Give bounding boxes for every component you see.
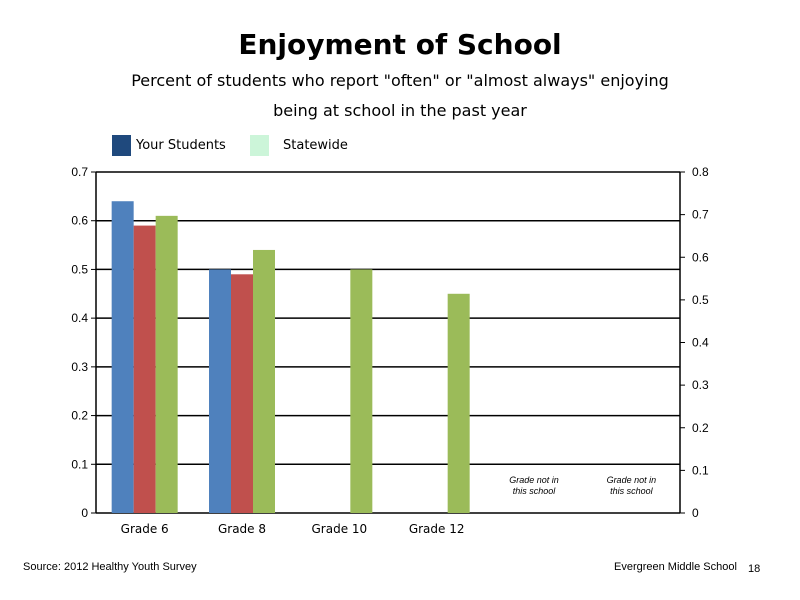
bar-grade-8-series-2 — [253, 249, 275, 513]
y-tick-label: 0.4 — [71, 311, 88, 325]
page-number: 18 — [748, 563, 761, 575]
chart-title: Enjoyment of School — [238, 28, 562, 61]
source-note: Source: 2012 Healthy Youth Survey — [23, 561, 197, 573]
y-tick-label: 0.3 — [71, 360, 88, 374]
bar-grade-6-series-1 — [133, 225, 156, 514]
school-name: Evergreen Middle School — [614, 561, 737, 573]
bar-grade-12-series-2 — [447, 293, 470, 513]
x-category-label: Grade 12 — [409, 522, 465, 536]
y-tick-label: 0.2 — [71, 409, 88, 423]
y2-tick-label: 0.3 — [692, 378, 709, 392]
legend-label-statewide: Statewide — [283, 138, 348, 153]
y-tick-label: 0.1 — [71, 457, 88, 471]
legend-swatch-your-students — [112, 135, 131, 156]
subtitle-line-2: being at school in the past year — [273, 101, 527, 120]
y-tick-label: 0.7 — [71, 165, 88, 179]
bar-grade-6-series-2 — [155, 215, 178, 514]
y2-tick-label: 0.1 — [692, 463, 709, 477]
x-category-label: Grade 6 — [121, 522, 169, 536]
x-category-label: Grade 10 — [311, 522, 367, 536]
annotation-line-1: Grade not in — [607, 475, 657, 485]
annotation-line-2: this school — [610, 486, 654, 496]
x-category-label: Grade 8 — [218, 522, 266, 536]
y2-tick-label: 0.8 — [692, 165, 709, 179]
y2-tick-label: 0.6 — [692, 250, 709, 264]
y2-tick-label: 0.5 — [692, 293, 709, 307]
bar-grade-10-series-2 — [350, 269, 373, 513]
y-tick-label: 0 — [81, 506, 88, 520]
legend-label-your-students: Your Students — [136, 138, 226, 153]
bar-grade-8-series-0 — [209, 269, 231, 513]
bar-grade-8-series-1 — [231, 274, 253, 513]
y2-tick-label: 0 — [692, 506, 699, 520]
bar-grade-6-series-0 — [111, 201, 134, 513]
y-tick-label: 0.5 — [71, 262, 88, 276]
annotation-line-1: Grade not in — [509, 475, 559, 485]
y2-tick-label: 0.4 — [692, 336, 709, 350]
subtitle-line-1: Percent of students who report "often" o… — [131, 71, 669, 90]
annotation-line-2: this school — [513, 486, 557, 496]
y2-tick-label: 0.2 — [692, 421, 709, 435]
chart-subtitle: Percent of students who report "often" o… — [60, 66, 740, 126]
legend-swatch-statewide — [250, 135, 269, 156]
y-tick-label: 0.6 — [71, 214, 88, 228]
y2-tick-label: 0.7 — [692, 208, 709, 222]
